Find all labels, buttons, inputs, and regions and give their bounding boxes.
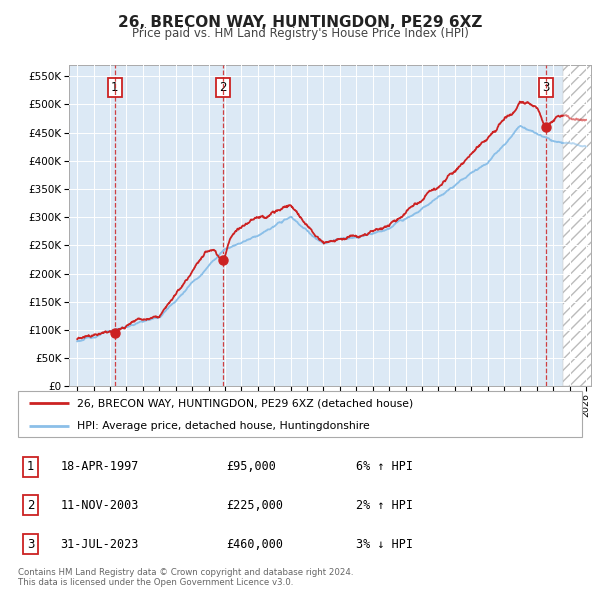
Text: 2: 2 <box>26 499 34 512</box>
Text: £460,000: £460,000 <box>227 537 284 550</box>
Text: 1: 1 <box>111 81 119 94</box>
Bar <box>563 65 600 386</box>
Text: 1: 1 <box>26 460 34 473</box>
Text: 2: 2 <box>219 81 227 94</box>
Text: 3% ↓ HPI: 3% ↓ HPI <box>356 537 413 550</box>
Text: £95,000: £95,000 <box>227 460 277 473</box>
Text: Price paid vs. HM Land Registry's House Price Index (HPI): Price paid vs. HM Land Registry's House … <box>131 27 469 40</box>
Text: 26, BRECON WAY, HUNTINGDON, PE29 6XZ (detached house): 26, BRECON WAY, HUNTINGDON, PE29 6XZ (de… <box>77 398 413 408</box>
Bar <box>563 65 600 386</box>
Text: HPI: Average price, detached house, Huntingdonshire: HPI: Average price, detached house, Hunt… <box>77 421 370 431</box>
Text: 3: 3 <box>27 537 34 550</box>
Text: £225,000: £225,000 <box>227 499 284 512</box>
Text: 31-JUL-2023: 31-JUL-2023 <box>60 537 139 550</box>
Text: 11-NOV-2003: 11-NOV-2003 <box>60 499 139 512</box>
Text: Contains HM Land Registry data © Crown copyright and database right 2024.
This d: Contains HM Land Registry data © Crown c… <box>18 568 353 587</box>
Text: 3: 3 <box>542 81 550 94</box>
Text: 2% ↑ HPI: 2% ↑ HPI <box>356 499 413 512</box>
Text: 18-APR-1997: 18-APR-1997 <box>60 460 139 473</box>
Text: 6% ↑ HPI: 6% ↑ HPI <box>356 460 413 473</box>
Text: 26, BRECON WAY, HUNTINGDON, PE29 6XZ: 26, BRECON WAY, HUNTINGDON, PE29 6XZ <box>118 15 482 30</box>
